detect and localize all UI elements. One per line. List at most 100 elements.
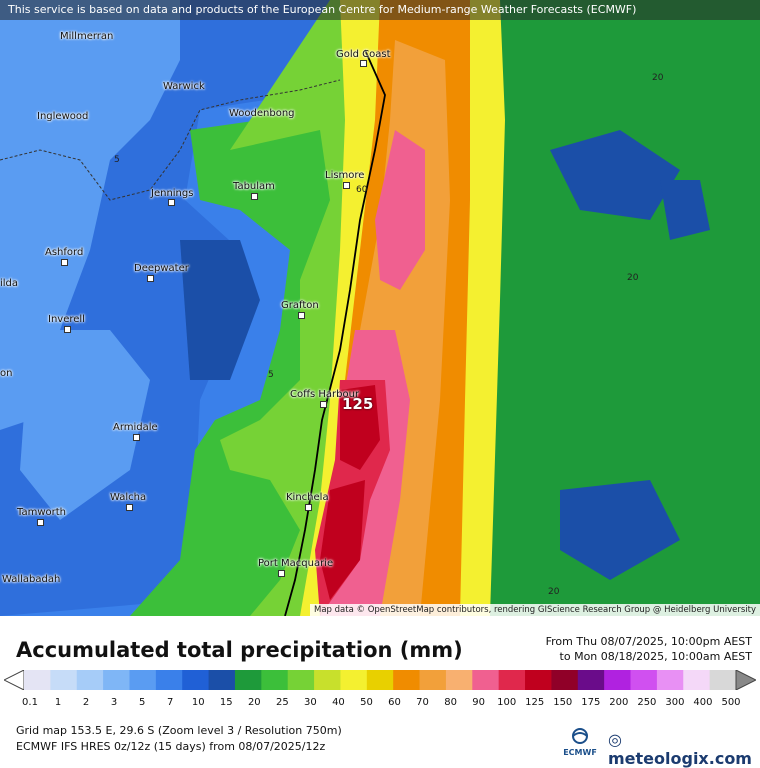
city-label: Ashford [45,247,84,258]
ecmwf-logo: ECMWF [560,728,600,757]
band-5mm-sw [20,330,150,520]
legend-swatch [234,670,262,690]
model-info: ECMWF IFS HRES 0z/12z (15 days) from 08/… [16,740,326,753]
city-marker [305,504,312,511]
band-10mm-dark [180,240,260,380]
city-label: Jennings [151,188,194,199]
contour-label: 20 [627,273,639,283]
band-80mm-north [375,130,425,290]
core-south [320,480,365,600]
max-core [340,385,380,470]
city-marker [37,519,44,526]
contour-label: 5 [268,370,274,380]
legend-tick-label: 25 [275,697,289,708]
legend-swatch [366,670,394,690]
ecmwf-notice-banner: This service is based on data and produc… [0,0,760,20]
max-precip-value: 125 [342,395,374,413]
city-marker [343,182,350,189]
legend-swatch [50,670,78,690]
ecmwf-logo-icon [572,728,588,744]
meteologix-logo-icon: ◎ [608,730,622,749]
legend-swatch [103,670,130,690]
legend-swatch [208,670,236,690]
city-marker [64,326,71,333]
meteologix-brand: meteologix.com [608,749,752,768]
legend-max-arrow [735,670,756,690]
color-legend-labels: 0.1 1 2 3 5 7 10 15 20 25 30 40 50 60 70 80 90 100 125 150 1… [0,697,760,711]
city-marker [320,401,327,408]
legend-tick-label: 3 [110,697,118,708]
legend-tick-label: 80 [444,697,457,708]
city-marker [251,193,258,200]
legend-swatch [551,670,579,690]
contour-label: 60 [356,185,368,195]
legend-tick-label: 100 [497,697,517,708]
city-label: Grafton [281,300,319,311]
color-legend-bar [4,670,756,690]
legend-tick-label: 50 [360,697,373,708]
city-marker [168,199,175,206]
grid-info: Grid map 153.5 E, 29.6 S (Zoom level 3 /… [16,724,342,737]
legend-swatch [683,670,711,690]
map-canvas [0,0,760,616]
legend-swatch [419,670,447,690]
city-marker [278,570,285,577]
blob-east-2 [560,480,680,580]
coastline [284,49,386,616]
city-label: Millmerran [60,31,114,42]
map-attribution[interactable]: Map data © OpenStreetMap contributors, r… [310,604,760,616]
legend-tick-label: 0.1 [22,697,38,708]
city-label: Tamworth [17,507,66,518]
legend-swatch [182,670,210,690]
legend-swatch [656,670,684,690]
legend-tick-label: 400 [693,697,713,708]
legend-swatch [630,670,658,690]
chart-title: Accumulated total precipitation (mm) [16,638,463,662]
city-marker [133,434,140,441]
legend-swatch [129,670,157,690]
city-label: Lismore [325,170,365,181]
contour-label: 20 [548,587,560,597]
city-label: Deepwater [134,263,189,274]
city-marker [360,60,367,67]
city-label: Port Macquarie [258,558,334,569]
legend-swatch [24,670,51,690]
legend-tick-label: 150 [553,697,573,708]
legend-tick-label: 20 [247,697,261,708]
city-marker [147,275,154,282]
city-label: Armidale [113,422,158,433]
meteologix-logo[interactable]: ◎ meteologix.com [608,730,760,768]
band-5mm-west [0,0,180,430]
precipitation-map[interactable]: This service is based on data and produc… [0,0,760,616]
legend-tick-label: 1 [54,697,62,708]
city-label: Walcha [110,492,147,503]
city-label: Gold Coast [336,49,391,60]
legend-tick-label: 125 [525,697,545,708]
legend-swatch [261,670,289,690]
legend-swatch [393,670,421,690]
legend-swatch [76,670,104,690]
legend-swatch [445,670,473,690]
legend-tick-label: 500 [721,697,741,708]
legend-tick-label: 200 [609,697,629,708]
city-label: Wallabadah [2,574,61,585]
legend-swatch [340,670,368,690]
band-15mm-east [470,0,760,616]
contour-label: 20 [652,73,664,83]
city-label: Tabulam [233,181,275,192]
legend-swatch [525,670,552,690]
legend-swatch [498,670,526,690]
legend-swatch [709,670,737,690]
legend-tick-label: 250 [637,697,657,708]
legend-swatch [604,670,632,690]
legend-tick-label: 5 [138,697,146,708]
city-label: ilda [0,278,19,289]
legend-tick-label: 300 [665,697,685,708]
legend-tick-label: 30 [304,697,317,708]
legend-tick-label: 40 [332,697,345,708]
ecmwf-logo-text: ECMWF [563,748,597,757]
legend-tick-label: 7 [167,697,174,708]
legend-tick-label: 2 [82,697,90,708]
city-marker [61,259,68,266]
legend-min-arrow [4,670,25,690]
